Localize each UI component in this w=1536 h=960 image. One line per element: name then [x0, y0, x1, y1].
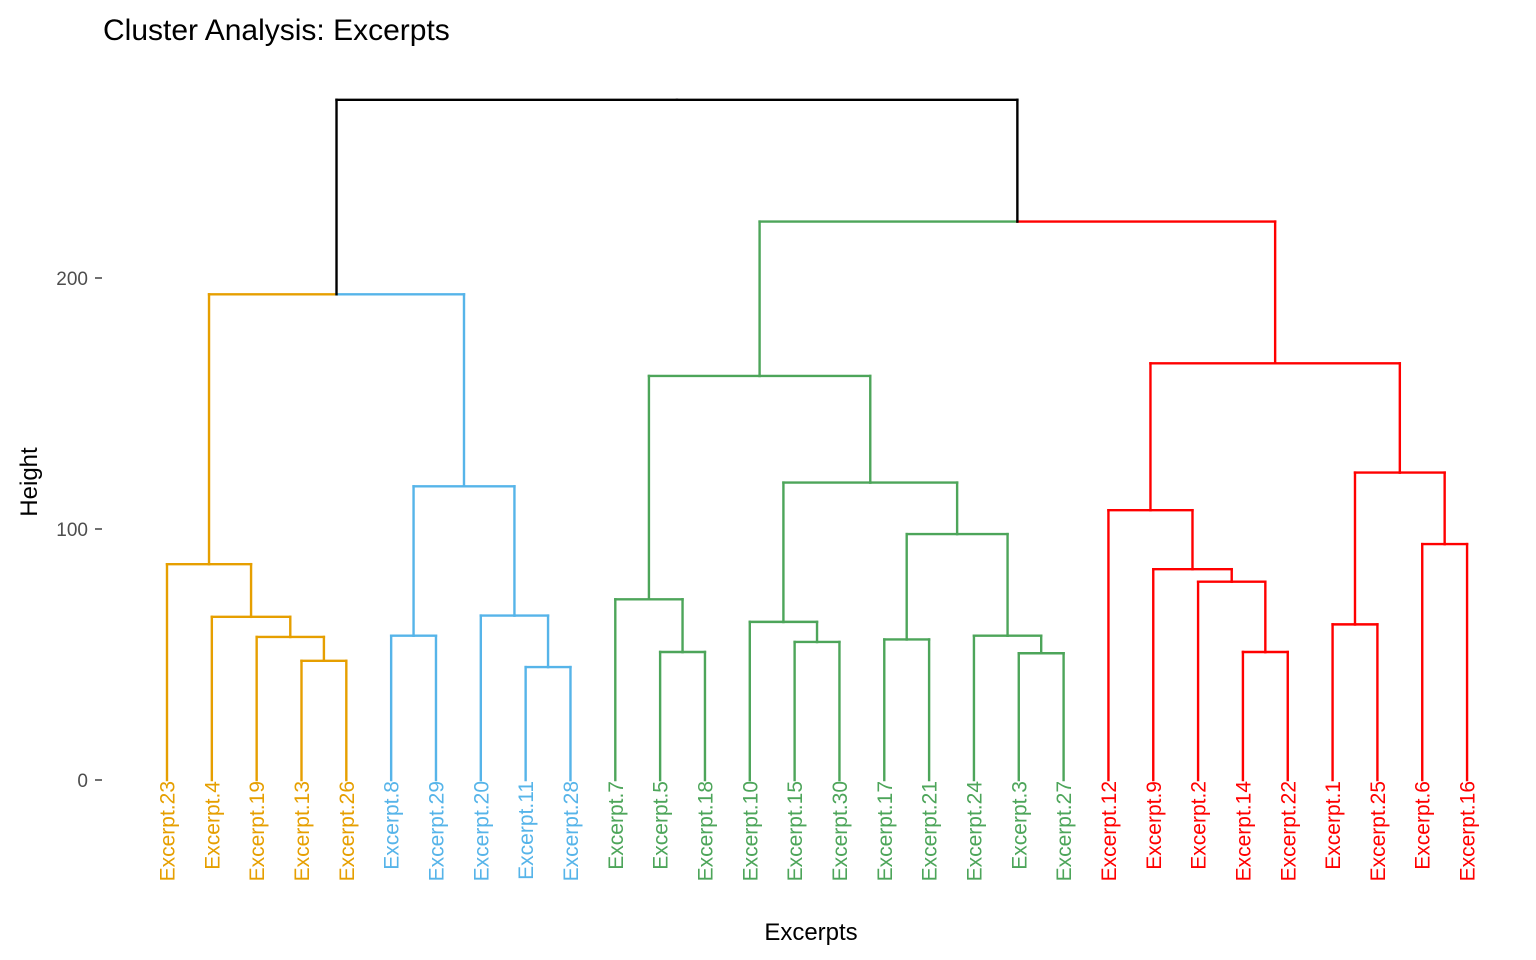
leaf-label: Excerpt.7 [605, 781, 628, 870]
leaf-label: Excerpt.19 [246, 781, 269, 881]
leaf-label: Excerpt.26 [336, 781, 359, 881]
leaf-label: Excerpt.30 [829, 781, 852, 881]
y-tick-label: 100 [56, 520, 88, 541]
leaf-label: Excerpt.15 [784, 781, 807, 881]
leaf-label: Excerpt.29 [425, 781, 448, 881]
leaf-label: Excerpt.9 [1143, 781, 1166, 870]
y-tick-label: 0 [77, 771, 88, 792]
leaf-label: Excerpt.4 [201, 781, 224, 870]
leaf-label: Excerpt.10 [739, 781, 762, 881]
leaf-label: Excerpt.3 [1008, 781, 1031, 870]
leaf-labels: Excerpt.23 Excerpt.4 Excerpt.19 Excerpt.13 E… [157, 781, 1480, 882]
leaf-label: Excerpt.18 [694, 781, 717, 881]
leaf-label: Excerpt.25 [1367, 781, 1390, 881]
leaf-label: Excerpt.24 [963, 781, 986, 882]
leaf-label: Excerpt.27 [1053, 781, 1076, 881]
y-tick-label: 200 [56, 269, 88, 290]
leaf-label: Excerpt.8 [381, 781, 404, 870]
leaf-label: Excerpt.2 [1188, 781, 1211, 870]
chart-title: Cluster Analysis: Excerpts [103, 14, 450, 47]
x-axis-title: Excerpts [764, 919, 857, 946]
leaf-label: Excerpt.16 [1457, 781, 1480, 881]
leaf-label: Excerpt.13 [291, 781, 314, 881]
leaf-label: Excerpt.1 [1322, 781, 1345, 870]
leaf-label: Excerpt.6 [1412, 781, 1435, 870]
leaf-label: Excerpt.12 [1098, 781, 1121, 881]
leaf-label: Excerpt.14 [1232, 781, 1255, 882]
y-axis: 0 100 200 [56, 269, 102, 792]
leaf-label: Excerpt.11 [515, 781, 538, 880]
leaf-label: Excerpt.22 [1277, 781, 1300, 881]
leaf-label: Excerpt.23 [157, 781, 180, 881]
y-axis-title: Height [16, 447, 43, 517]
dendrogram-links [165, 98, 1469, 782]
leaf-label: Excerpt.28 [560, 781, 583, 881]
leaf-label: Excerpt.5 [650, 781, 673, 870]
leaf-label: Excerpt.21 [919, 781, 942, 881]
leaf-label: Excerpt.20 [470, 781, 493, 881]
leaf-label: Excerpt.17 [874, 781, 897, 881]
